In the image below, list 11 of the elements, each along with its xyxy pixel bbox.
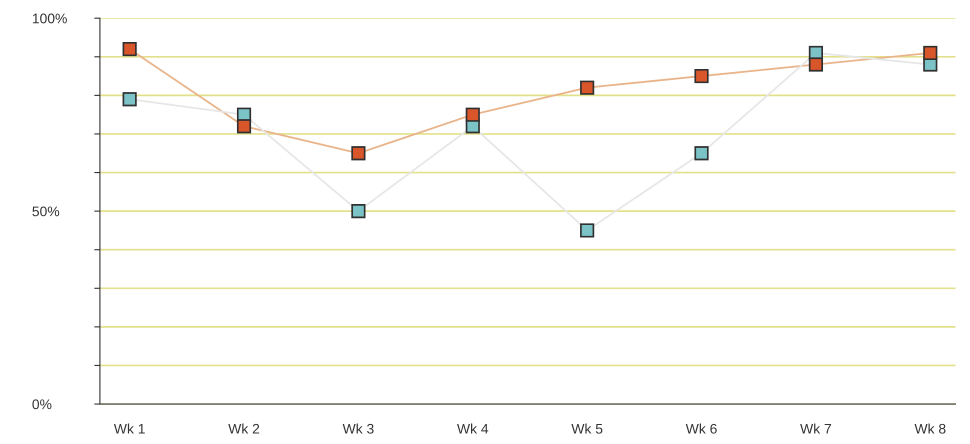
- x-tick-label: Wk 3: [342, 423, 374, 434]
- x-tick-label: Wk 6: [686, 423, 717, 434]
- x-tick-label: Wk 2: [228, 423, 260, 434]
- x-tick-label: Wk 7: [800, 423, 832, 434]
- x-tick-label: Wk 4: [457, 423, 488, 434]
- x-tick-label: Wk 8: [914, 423, 946, 434]
- x-tick-label: Wk 5: [571, 423, 602, 434]
- x-tick-label: Wk 1: [114, 423, 145, 434]
- y-tick-label: 50%: [32, 206, 60, 216]
- y-tick-label: 0%: [32, 399, 52, 410]
- y-tick-label: 100%: [32, 14, 67, 24]
